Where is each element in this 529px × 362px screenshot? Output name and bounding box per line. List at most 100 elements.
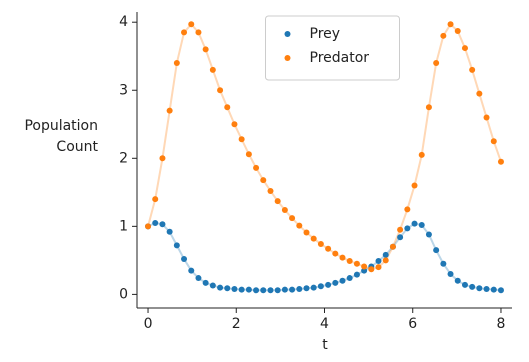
data-point: [382, 251, 389, 258]
data-point: [296, 285, 303, 292]
data-point: [181, 256, 188, 263]
data-point: [281, 207, 288, 214]
data-point: [440, 260, 447, 267]
data-point: [231, 285, 238, 292]
data-point: [433, 60, 440, 67]
data-point: [253, 164, 260, 171]
y-tick-label: 0: [119, 286, 128, 302]
data-point: [310, 235, 317, 242]
y-axis-label: Population Count: [24, 118, 98, 155]
series-line: [147, 221, 502, 292]
data-point: [382, 257, 389, 264]
legend-label: Predator: [310, 50, 370, 66]
data-point: [159, 221, 166, 228]
legend: Prey Predator: [265, 15, 400, 81]
data-point: [411, 182, 418, 189]
data-point: [317, 283, 324, 290]
data-point: [217, 87, 224, 94]
data-point: [389, 243, 396, 250]
data-point: [209, 66, 216, 73]
data-point: [346, 258, 353, 265]
data-point: [339, 277, 346, 284]
data-point: [368, 266, 375, 273]
data-point: [425, 104, 432, 111]
data-point: [195, 29, 202, 36]
data-point: [418, 221, 425, 228]
x-axis-label: t: [322, 337, 328, 353]
data-point: [231, 121, 238, 128]
legend-marker: [284, 55, 291, 61]
data-point: [483, 285, 490, 292]
data-point: [397, 226, 404, 233]
data-point: [440, 32, 447, 39]
data-point: [303, 285, 310, 292]
data-point: [159, 155, 166, 162]
data-point: [469, 283, 476, 290]
data-point: [260, 177, 267, 184]
data-point: [152, 196, 159, 203]
data-point: [404, 206, 411, 213]
data-point: [224, 104, 231, 111]
data-point: [253, 287, 260, 294]
data-point: [483, 114, 490, 121]
data-point: [454, 277, 461, 284]
data-point: [296, 222, 303, 229]
data-point: [289, 286, 296, 293]
data-point: [339, 254, 346, 261]
data-point: [289, 215, 296, 222]
data-point: [238, 136, 245, 143]
data-point: [173, 60, 180, 67]
x-tick-label: 0: [144, 316, 153, 332]
data-point: [245, 286, 252, 293]
data-point: [188, 21, 195, 28]
x-tick-label: 6: [408, 316, 417, 332]
data-point: [238, 286, 245, 293]
data-point: [260, 287, 267, 294]
data-point: [325, 281, 332, 288]
y-tick-label: 2: [119, 150, 128, 166]
legend-marker: [284, 31, 291, 37]
data-point: [375, 264, 382, 271]
data-point: [224, 285, 231, 292]
data-point: [469, 66, 476, 73]
data-point: [461, 281, 468, 288]
data-point: [245, 151, 252, 158]
data-point: [195, 275, 202, 282]
data-point: [152, 219, 159, 226]
y-tick-label: 4: [119, 14, 128, 30]
data-point: [217, 284, 224, 291]
data-point: [497, 287, 504, 294]
data-point: [310, 284, 317, 291]
data-point: [317, 241, 324, 248]
data-point: [346, 275, 353, 282]
x-tick-label: 8: [497, 316, 506, 332]
data-point: [267, 187, 274, 194]
data-point: [404, 225, 411, 232]
y-tick-label: 1: [119, 218, 128, 234]
data-point: [418, 151, 425, 158]
data-point: [267, 287, 274, 294]
data-point: [303, 229, 310, 236]
legend-label: Prey: [310, 26, 341, 42]
data-point: [325, 245, 332, 252]
data-point: [202, 46, 209, 53]
data-point: [425, 231, 432, 238]
data-point: [461, 45, 468, 52]
data-point: [188, 267, 195, 274]
data-point: [281, 286, 288, 293]
data-point: [353, 271, 360, 278]
data-point: [361, 263, 368, 270]
data-point: [476, 285, 483, 292]
data-point: [411, 220, 418, 227]
series-line: [147, 22, 502, 271]
data-point: [145, 223, 152, 230]
data-point: [274, 198, 281, 205]
data-point: [166, 228, 173, 235]
data-point: [447, 270, 454, 277]
data-point: [209, 282, 216, 289]
data-point: [166, 107, 173, 114]
data-point: [433, 247, 440, 254]
data-point: [353, 260, 360, 267]
data-point: [332, 250, 339, 257]
